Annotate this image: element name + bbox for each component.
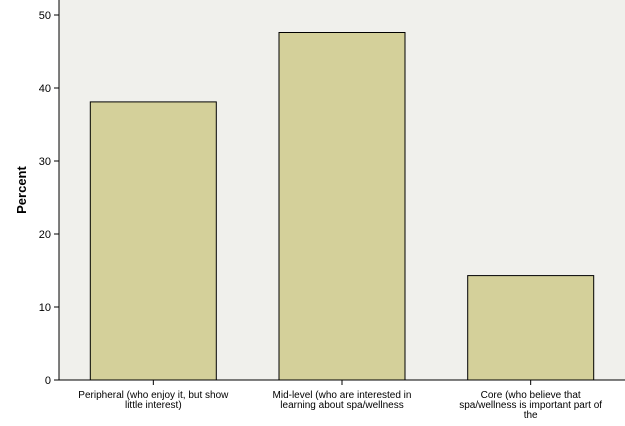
y-tick-label-30: 30 [39, 156, 51, 168]
y-tick-label-0: 0 [45, 375, 51, 387]
y-tick-label-10: 10 [39, 302, 51, 314]
y-tick-label-20: 20 [39, 229, 51, 241]
bar-1 [278, 32, 406, 381]
x-tick-label-0: Peripheral (who enjoy it, but show little… [78, 390, 229, 411]
x-tick-label-1: Mid-level (who are interested in learning… [273, 390, 412, 411]
y-axis: 0 10 20 30 40 50 [39, 0, 60, 387]
x-axis: Peripheral (who enjoy it, but show little… [59, 379, 625, 421]
x-tick-label-2: Core (who believe that spa/wellness is im… [459, 390, 602, 421]
bar-0 [89, 101, 217, 381]
y-tick-label-50: 50 [39, 10, 51, 22]
bars-group [89, 32, 595, 381]
y-axis-title: Percent [14, 165, 29, 213]
y-tick-label-40: 40 [39, 83, 51, 95]
bar-2 [467, 275, 595, 381]
